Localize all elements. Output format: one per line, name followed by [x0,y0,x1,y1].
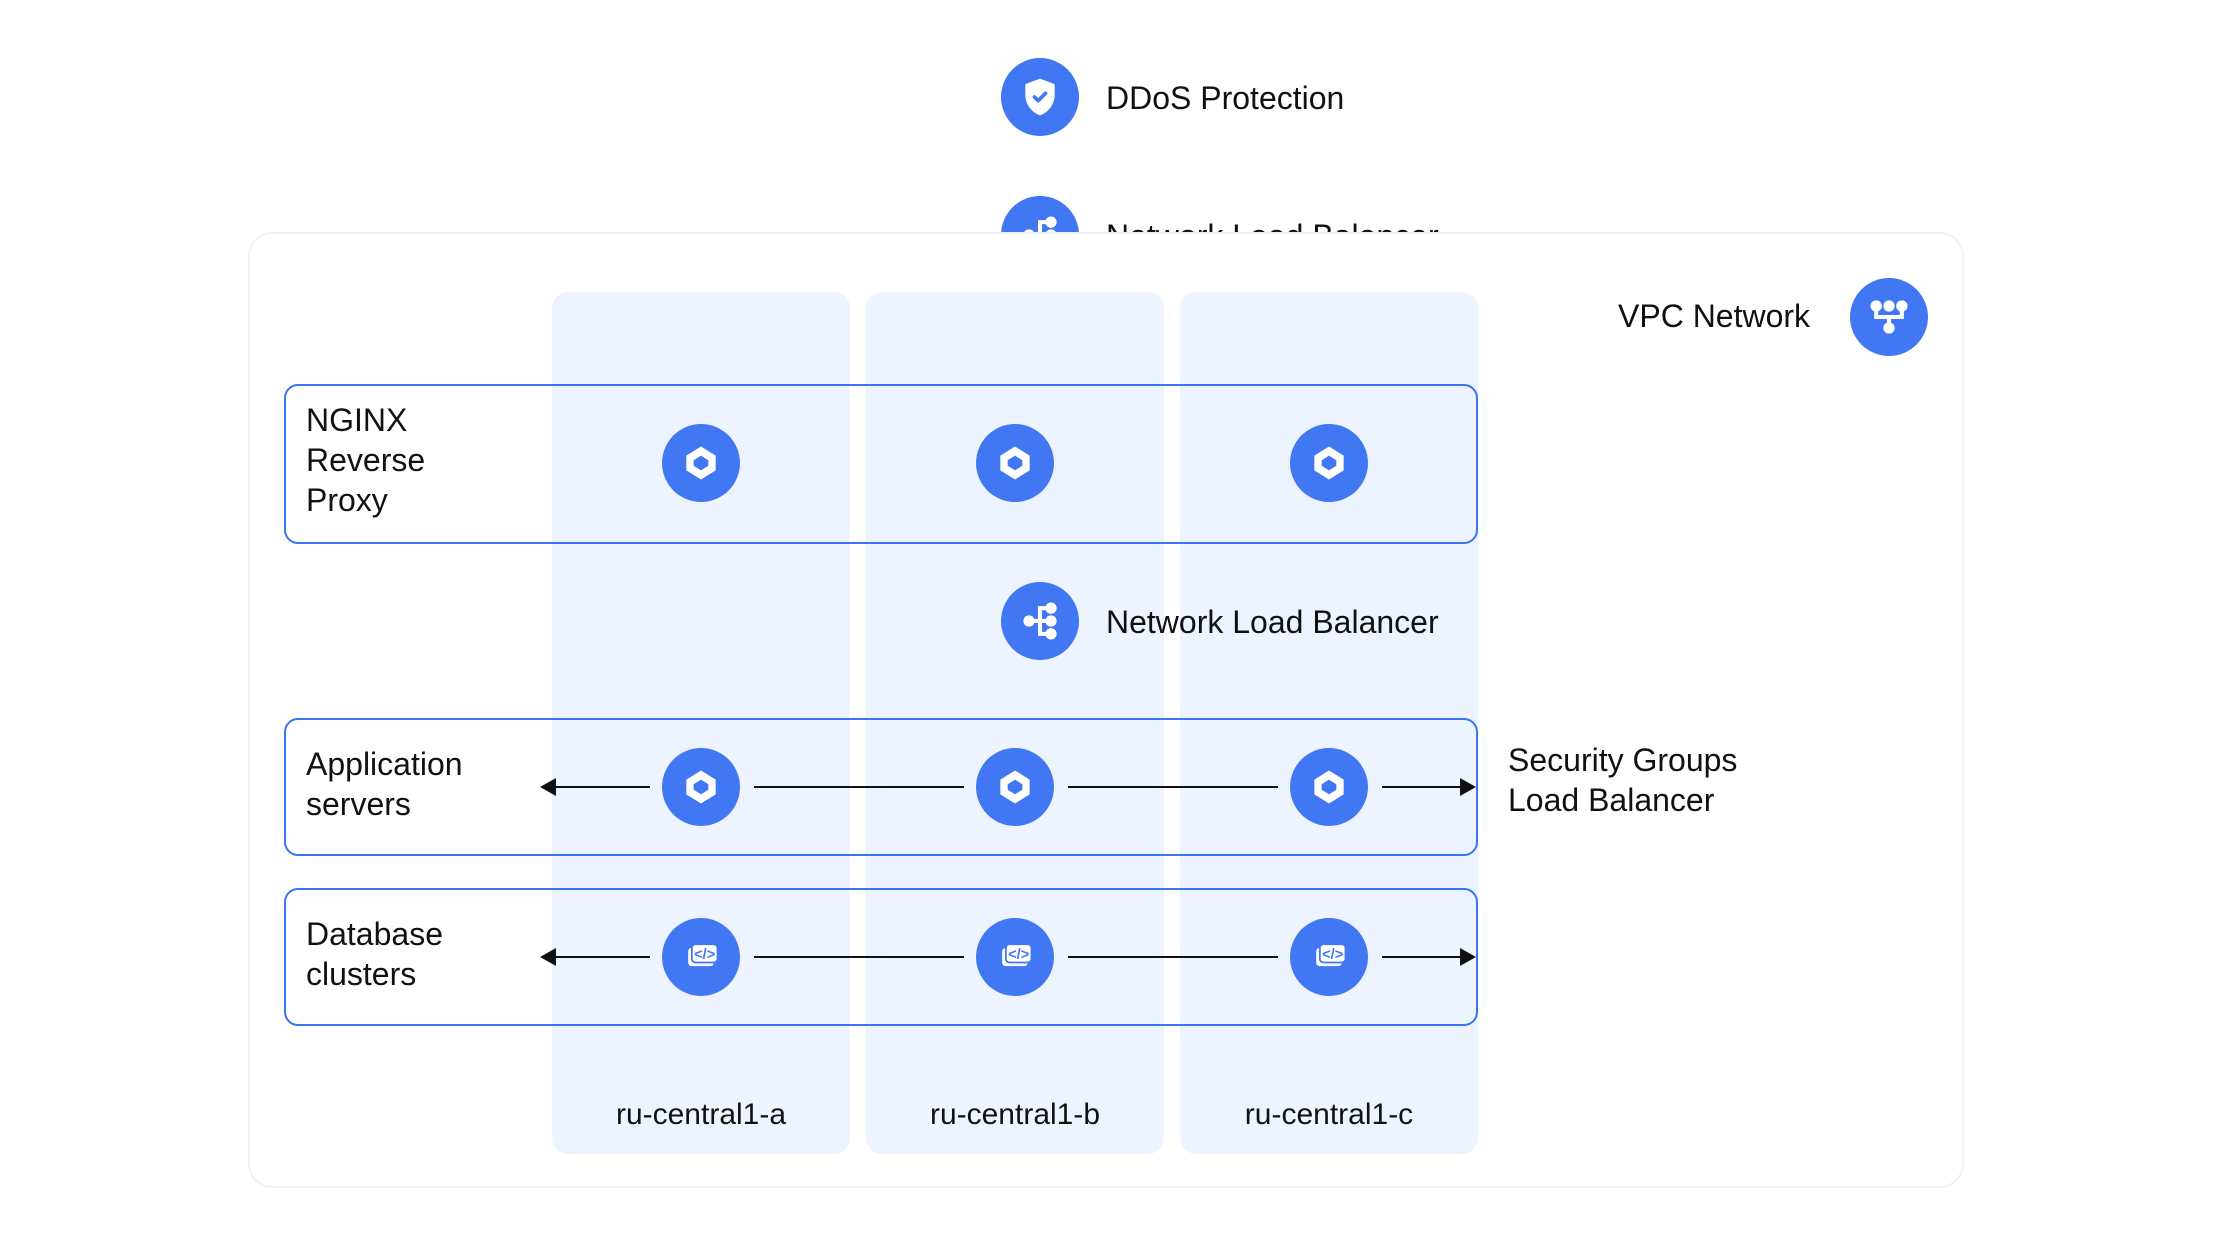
database-icon: </> [1290,918,1368,996]
arrow-icon [1460,778,1476,796]
svg-text:</>: </> [1008,947,1029,963]
arrow-icon [540,778,556,796]
ddos-label: DDoS Protection [1106,78,1344,118]
load-balancer-icon [1001,582,1079,660]
db-label: Database clusters [306,914,443,994]
arrow-icon [540,948,556,966]
database-icon: </> [976,918,1054,996]
compute-icon [1290,748,1368,826]
nginx-label: NGINX Reverse Proxy [306,400,425,520]
arrow-line [1068,956,1278,958]
zone-a-label: ru-central1-a [552,1098,850,1132]
nlb-mid-label: Network Load Balancer [1106,602,1439,642]
compute-icon [976,424,1054,502]
vpc-label: VPC Network [1618,296,1810,336]
arrow-line [1068,786,1278,788]
security-groups-label: Security Groups Load Balancer [1508,740,1737,820]
app-label: Application servers [306,744,463,824]
arrow-line [1382,956,1460,958]
compute-icon [662,748,740,826]
shield-icon [1001,58,1079,136]
arrow-line [556,956,650,958]
svg-text:</>: </> [694,947,715,963]
architecture-diagram: DDoS Protection Network Load Balancer VP… [0,0,2240,1260]
arrow-line [754,786,964,788]
zone-b-label: ru-central1-b [866,1098,1164,1132]
arrow-line [754,956,964,958]
compute-icon [662,424,740,502]
arrow-line [556,786,650,788]
arrow-line [1382,786,1460,788]
compute-icon [1290,424,1368,502]
network-icon [1850,278,1928,356]
database-icon: </> [662,918,740,996]
compute-icon [976,748,1054,826]
svg-text:</>: </> [1322,947,1343,963]
zone-c-label: ru-central1-c [1180,1098,1478,1132]
arrow-icon [1460,948,1476,966]
